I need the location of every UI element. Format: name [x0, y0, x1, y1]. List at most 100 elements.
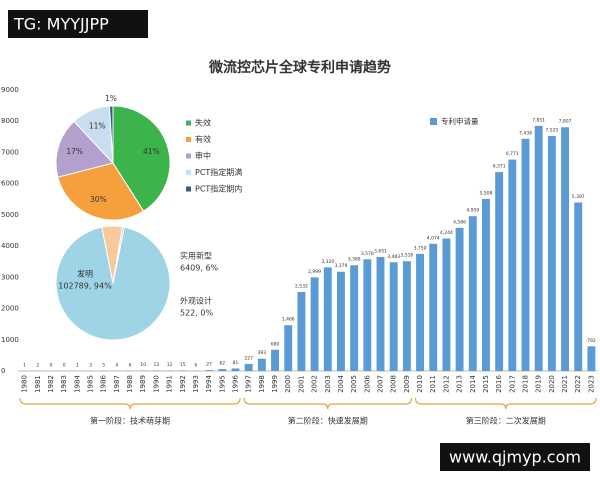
brace: [414, 397, 597, 410]
bar: [587, 346, 596, 371]
bar: [231, 368, 240, 371]
value-label: 1: [23, 362, 26, 368]
bar: [534, 125, 543, 372]
bar: [495, 172, 504, 371]
bar: [521, 138, 530, 371]
bar: [257, 358, 266, 371]
x-tick-label: 1981: [34, 375, 42, 393]
bar: [218, 369, 227, 371]
bar: [337, 271, 345, 371]
value-label: 792: [587, 338, 596, 344]
value-label: 13: [154, 362, 160, 368]
legend-swatch: [186, 120, 191, 126]
x-tick-label: 1993: [192, 375, 200, 393]
bar: [508, 159, 517, 371]
brace: [19, 397, 241, 410]
value-label: 4,244: [440, 230, 453, 236]
x-tick-label: 2000: [284, 375, 292, 393]
y-tick-label: 1000: [1, 336, 19, 344]
annotation: 第一阶段：技术萌芽期: [90, 416, 170, 426]
bar: [455, 227, 464, 371]
value-label: 3,388: [348, 257, 361, 263]
y-tick-label: 0: [1, 367, 5, 375]
value-label: 62: [219, 361, 225, 367]
value-label: 4,586: [453, 219, 466, 225]
x-tick-label: 2001: [297, 375, 305, 393]
data-label: 17%: [66, 147, 83, 156]
x-tick-label: 1995: [218, 375, 226, 393]
data-label: 发明: [77, 269, 93, 279]
data-label: 522, 0%: [180, 309, 213, 318]
x-tick-label: 2020: [548, 375, 556, 393]
value-label: 7,807: [559, 119, 572, 125]
x-tick-label: 1992: [179, 375, 187, 393]
legend-label: 专利申请量: [441, 116, 479, 126]
x-tick-label: 2021: [561, 375, 569, 393]
pie-slice: [55, 120, 114, 178]
data-label: 实用新型: [180, 251, 212, 261]
bar: [376, 257, 385, 371]
x-tick-label: 1990: [152, 375, 160, 393]
y-tick-label: 9000: [1, 86, 19, 94]
x-tick-label: 1989: [139, 375, 147, 393]
x-tick-label: 2011: [429, 375, 437, 393]
value-label: 2,999: [308, 269, 321, 275]
x-tick-label: 2013: [456, 375, 464, 393]
value-label: 3,483: [387, 254, 400, 260]
x-tick-label: 1986: [100, 375, 108, 393]
value-label: 2: [36, 362, 39, 368]
bar: [574, 202, 583, 371]
x-tick-label: 2016: [495, 375, 503, 393]
data-label: 102789, 94%: [58, 282, 112, 291]
value-label: 2,532: [295, 283, 308, 289]
value-label: 6: [129, 362, 132, 368]
value-label: 3,516: [400, 253, 413, 259]
legend-swatch: [186, 137, 191, 142]
legend-label: 有效: [195, 134, 211, 144]
bar: [442, 238, 451, 371]
bar: [271, 349, 279, 371]
value-label: 5,508: [480, 191, 493, 197]
data-label: 外观设计: [180, 296, 212, 306]
value-label: 3,651: [374, 249, 387, 255]
value-label: 4,074: [427, 235, 440, 241]
x-tick-label: 1991: [166, 375, 174, 393]
x-tick-label: 2015: [482, 375, 490, 393]
value-label: 4: [115, 362, 118, 368]
bar: [547, 136, 556, 371]
x-tick-label: 2019: [535, 375, 543, 393]
value-label: 6,371: [493, 164, 506, 170]
x-tick-label: 2017: [508, 375, 516, 393]
x-tick-label: 2010: [416, 375, 424, 393]
pie-slice: [55, 226, 171, 341]
data-label: 6409, 6%: [180, 264, 219, 273]
annotation: 第三阶段：二次发展期: [466, 416, 546, 426]
legend-swatch: [430, 118, 437, 125]
legend-label: 审中: [195, 151, 211, 161]
x-tick-label: 1987: [113, 375, 121, 393]
value-label: 7,851: [532, 117, 545, 123]
bar: [402, 261, 411, 371]
data-label: 30%: [90, 195, 107, 204]
bar: [310, 277, 319, 371]
x-tick-label: 2023: [587, 375, 595, 393]
value-label: 7,525: [545, 128, 558, 134]
legend-label: 失效: [195, 118, 211, 128]
x-tick-label: 2007: [377, 375, 385, 393]
bar: [284, 325, 293, 371]
bar: [468, 216, 477, 371]
x-tick-label: 1997: [245, 375, 253, 393]
bar: [416, 253, 424, 371]
data-label: 1%: [105, 94, 117, 103]
value-label: 6,771: [506, 151, 519, 157]
bar: [205, 370, 214, 371]
pie-slice: [112, 226, 125, 284]
value-label: 0: [50, 363, 53, 369]
legend-label: PCT指定期内: [195, 184, 242, 194]
bar: [363, 259, 372, 371]
x-tick-label: 2009: [403, 375, 411, 393]
data-label: 41%: [143, 147, 160, 156]
pie-slice: [108, 105, 114, 164]
